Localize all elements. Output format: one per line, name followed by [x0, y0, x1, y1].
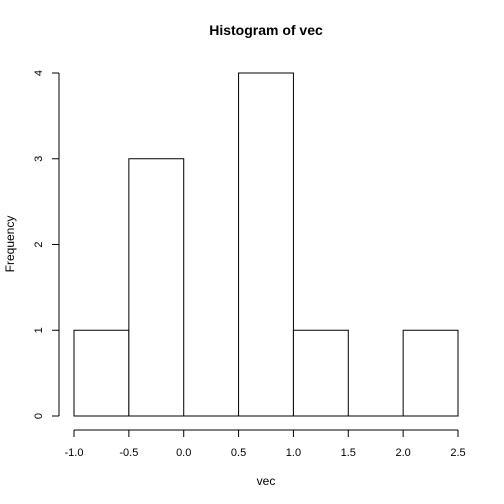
y-tick-label: 0 [33, 413, 45, 419]
y-tick-label: 1 [33, 327, 45, 333]
x-tick-label: -1.0 [65, 447, 84, 459]
histogram-bar-4 [292, 329, 349, 417]
x-tick-label: 1.0 [286, 447, 301, 459]
y-tick-label: 3 [33, 156, 45, 162]
x-tick-label: -0.5 [119, 447, 138, 459]
y-axis: 0 1 2 3 4 [33, 70, 60, 419]
histogram-bar-6 [402, 329, 459, 417]
x-axis-label: vec [257, 474, 276, 488]
x-tick-label: 2.0 [395, 447, 410, 459]
y-tick-label: 2 [33, 241, 45, 247]
x-tick-label: 0.5 [231, 447, 246, 459]
y-axis-label: Frequency [3, 216, 17, 273]
x-tick-label: 1.5 [341, 447, 356, 459]
histogram-bar-3 [238, 72, 294, 417]
x-tick-label: 0.0 [176, 447, 191, 459]
y-tick-label: 4 [33, 70, 45, 76]
x-tick-label: 2.5 [450, 447, 465, 459]
histogram-bar-1 [128, 158, 185, 417]
chart-title: Histogram of vec [209, 22, 323, 38]
bars-group [73, 72, 459, 417]
x-axis: -1.0 -0.5 0.0 0.5 1.0 1.5 2.0 2.5 [65, 429, 466, 459]
histogram-bar-0 [73, 329, 130, 417]
